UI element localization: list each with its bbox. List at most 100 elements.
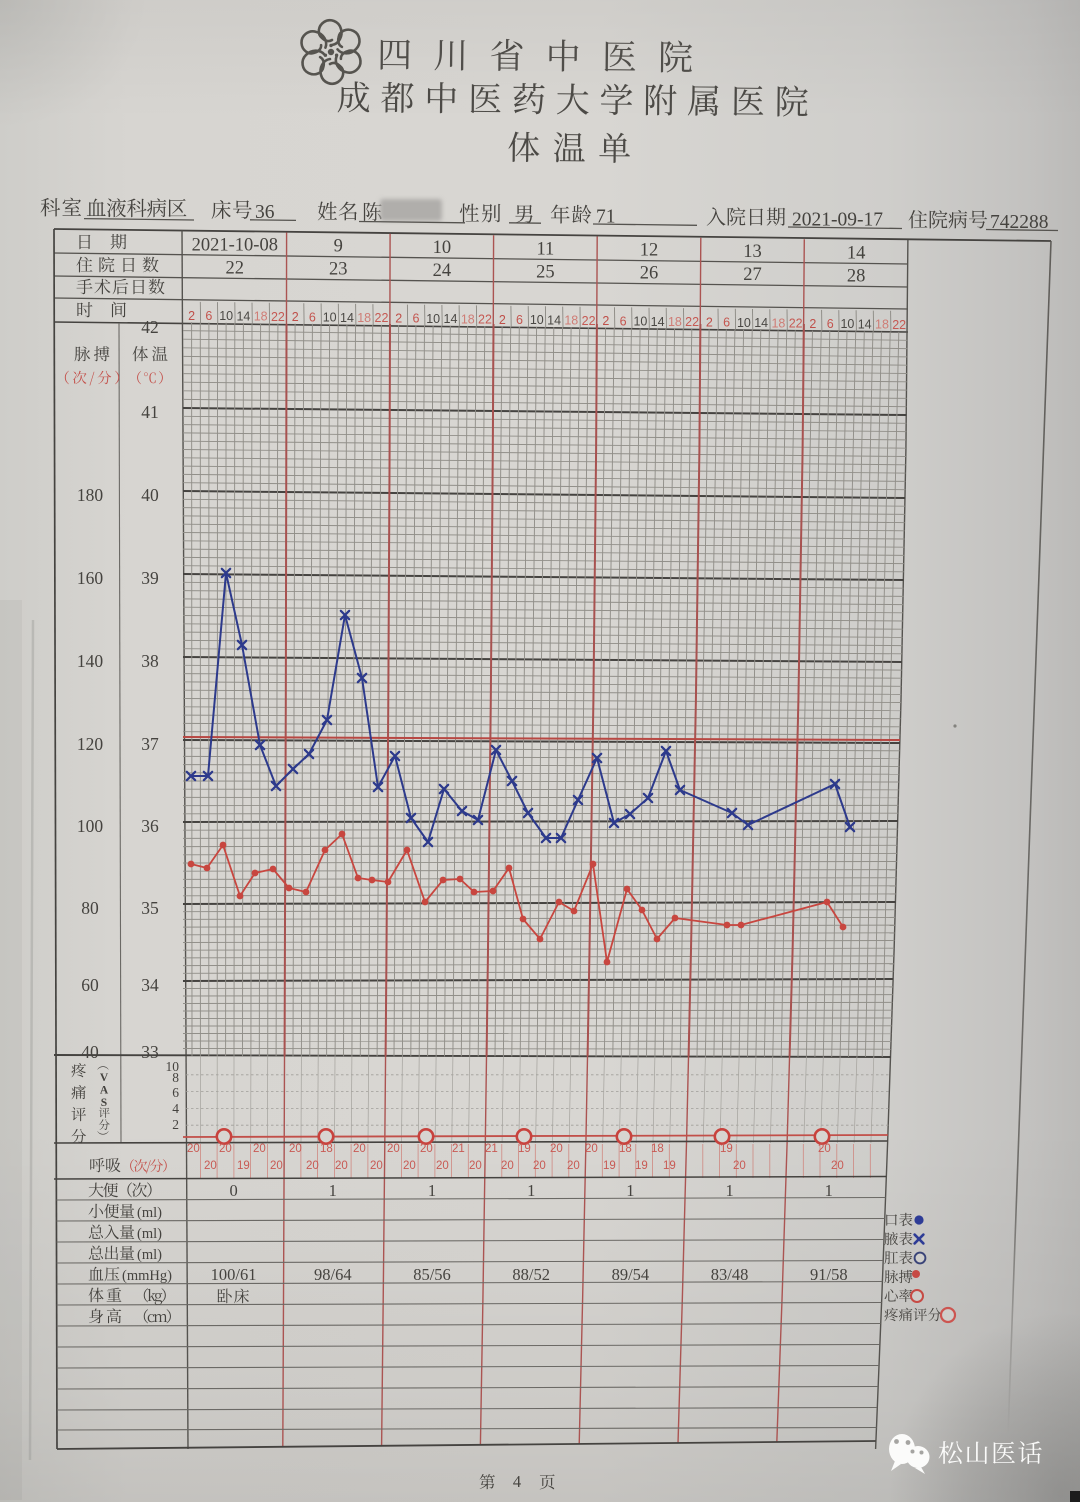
svg-text:38: 38 (141, 651, 159, 671)
svg-text:24: 24 (433, 261, 452, 281)
svg-text:85/56: 85/56 (413, 1265, 451, 1284)
svg-text:1: 1 (725, 1181, 733, 1200)
svg-text:2021-10-08: 2021-10-08 (192, 235, 278, 255)
svg-text:19: 19 (635, 1160, 648, 1172)
svg-text:98/64: 98/64 (314, 1265, 352, 1284)
svg-text:18: 18 (668, 315, 682, 329)
svg-text:20: 20 (204, 1160, 217, 1172)
svg-text:S: S (101, 1097, 107, 1109)
svg-text:1: 1 (527, 1181, 535, 1200)
svg-text:6: 6 (413, 312, 420, 326)
svg-text:20: 20 (387, 1143, 400, 1155)
svg-text:25: 25 (536, 262, 555, 282)
svg-text:20: 20 (818, 1143, 831, 1155)
svg-text:12: 12 (640, 241, 659, 261)
svg-text:2: 2 (602, 314, 609, 328)
svg-text:20: 20 (270, 1160, 283, 1172)
svg-text:2: 2 (292, 310, 299, 324)
svg-text:89/54: 89/54 (612, 1265, 650, 1284)
svg-text:742288: 742288 (990, 212, 1049, 233)
svg-text:100/61: 100/61 (211, 1265, 257, 1284)
svg-text:(mmHg): (mmHg) (122, 1268, 172, 1284)
svg-text:42: 42 (141, 317, 159, 337)
svg-text:10: 10 (166, 1059, 180, 1074)
svg-text:18: 18 (771, 316, 785, 330)
svg-text:19: 19 (663, 1160, 676, 1172)
svg-text:14: 14 (236, 309, 250, 323)
svg-text:20: 20 (335, 1160, 348, 1172)
svg-text:21: 21 (452, 1143, 465, 1155)
svg-text:11: 11 (536, 239, 554, 259)
svg-text:6: 6 (205, 309, 212, 323)
svg-text:120: 120 (77, 734, 104, 754)
svg-text:39: 39 (141, 568, 159, 588)
svg-text:A: A (100, 1085, 109, 1097)
svg-text:22: 22 (375, 311, 389, 325)
svg-text:140: 140 (77, 651, 104, 671)
svg-text:20: 20 (420, 1143, 433, 1155)
svg-text:6: 6 (309, 310, 316, 324)
svg-text:22: 22 (789, 317, 803, 331)
svg-text:83/48: 83/48 (711, 1265, 749, 1284)
svg-text:4: 4 (172, 1101, 179, 1116)
svg-text:100: 100 (77, 816, 104, 836)
svg-text:14: 14 (858, 317, 872, 331)
svg-text:22: 22 (892, 318, 906, 332)
svg-text:(ml): (ml) (137, 1205, 162, 1221)
svg-text:20: 20 (187, 1143, 200, 1155)
svg-text:9: 9 (334, 237, 343, 257)
svg-text:14: 14 (444, 312, 458, 326)
svg-text:80: 80 (81, 898, 99, 918)
svg-text:20: 20 (501, 1160, 514, 1172)
svg-text:20: 20 (469, 1160, 482, 1172)
svg-text:23: 23 (329, 260, 348, 280)
svg-text:14: 14 (547, 313, 561, 327)
svg-text:41: 41 (141, 402, 159, 422)
svg-text:14: 14 (651, 315, 665, 329)
svg-text:18: 18 (254, 310, 268, 324)
svg-text:20: 20 (403, 1160, 416, 1172)
svg-text:10: 10 (530, 313, 544, 327)
svg-text:22: 22 (271, 310, 285, 324)
svg-text:6: 6 (620, 314, 627, 328)
svg-text:V: V (100, 1072, 109, 1084)
svg-text:4: 4 (513, 1472, 521, 1491)
svg-text:2: 2 (706, 315, 713, 329)
svg-text:10: 10 (840, 317, 854, 331)
svg-text:21: 21 (485, 1143, 498, 1155)
svg-text:71: 71 (596, 207, 616, 228)
svg-text:20: 20 (585, 1143, 598, 1155)
svg-text:18: 18 (875, 318, 889, 332)
svg-text:1: 1 (329, 1181, 337, 1200)
svg-text:20: 20 (353, 1143, 366, 1155)
svg-text:19: 19 (720, 1143, 733, 1155)
svg-text:35: 35 (141, 898, 159, 918)
svg-text:6: 6 (516, 313, 523, 327)
svg-text:18: 18 (461, 312, 475, 326)
svg-text:10: 10 (633, 315, 647, 329)
svg-text:2: 2 (499, 313, 506, 327)
svg-text:20: 20 (289, 1143, 302, 1155)
svg-text:0: 0 (229, 1181, 237, 1200)
svg-text:10: 10 (426, 312, 440, 326)
svg-text:2: 2 (172, 1117, 179, 1132)
svg-text:20: 20 (550, 1143, 563, 1155)
svg-text:20: 20 (567, 1160, 580, 1172)
svg-text:10: 10 (433, 238, 452, 258)
svg-text:180: 180 (77, 485, 104, 505)
svg-text:20: 20 (253, 1143, 266, 1155)
svg-text:36: 36 (141, 816, 159, 836)
svg-text:26: 26 (640, 264, 659, 284)
svg-text:18: 18 (564, 314, 578, 328)
svg-text:14: 14 (340, 311, 354, 325)
svg-text:18: 18 (320, 1143, 333, 1155)
svg-text:40: 40 (141, 485, 159, 505)
svg-text:6: 6 (827, 317, 834, 331)
svg-text:20: 20 (733, 1160, 746, 1172)
svg-text:88/52: 88/52 (512, 1265, 550, 1284)
svg-text:1: 1 (428, 1181, 436, 1200)
svg-text:20: 20 (533, 1160, 546, 1172)
svg-text:1: 1 (825, 1181, 833, 1200)
svg-text:20: 20 (370, 1160, 383, 1172)
svg-text:14: 14 (754, 316, 768, 330)
